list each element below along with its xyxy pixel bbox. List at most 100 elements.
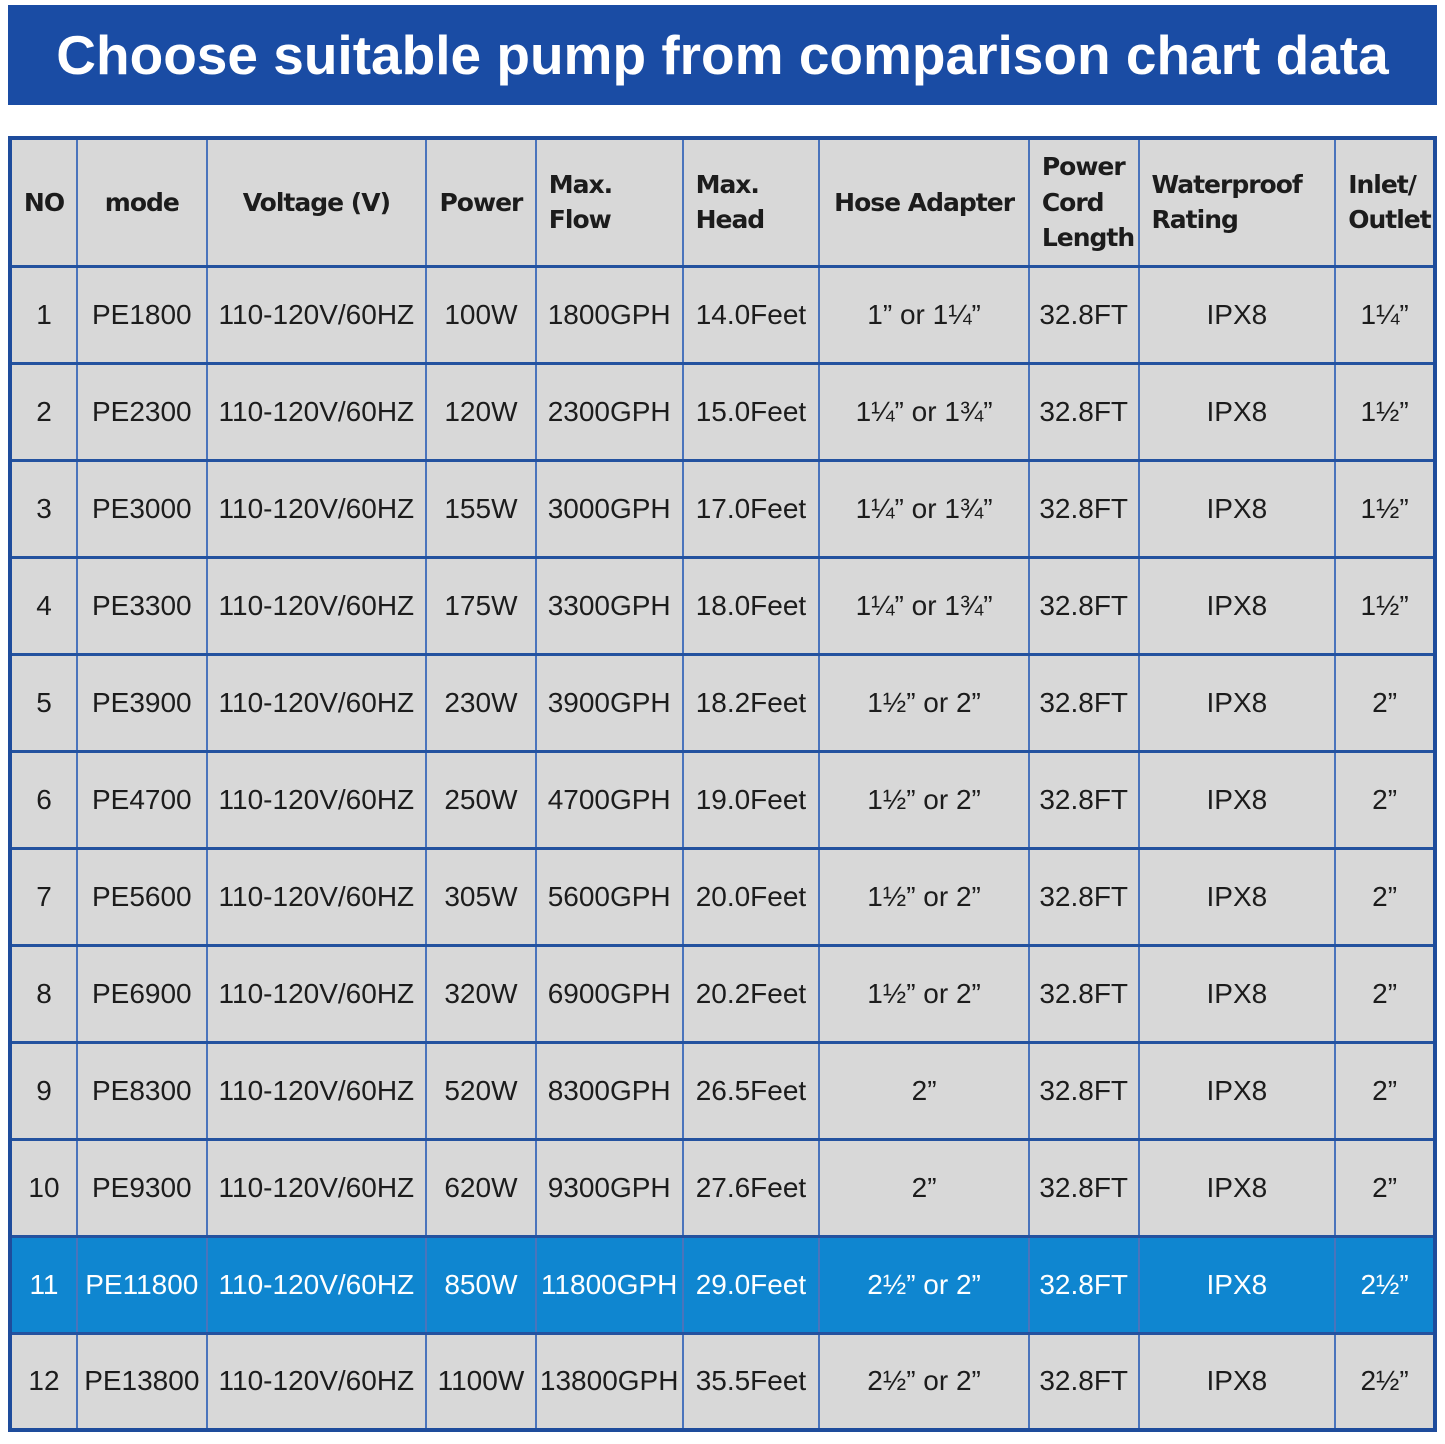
table-cell: PE1800	[75, 264, 208, 365]
table-cell: 110-120V/60HZ	[205, 1234, 428, 1335]
table-cell: IPX8	[1137, 264, 1337, 365]
table-cell: PE5600	[75, 846, 208, 947]
table-cell: 32.8FT	[1027, 846, 1140, 947]
table-cell: 1½”	[1334, 458, 1436, 559]
table-cell: 2”	[1334, 652, 1436, 753]
table-cell: 230W	[425, 652, 537, 753]
table-cell: 2300GPH	[534, 361, 684, 462]
column-header: Hose Adapter	[818, 136, 1030, 268]
table-cell: 11	[9, 1234, 78, 1335]
table-cell: PE11800	[75, 1234, 208, 1335]
table-cell: 1	[9, 264, 78, 365]
table-cell: 110-120V/60HZ	[205, 943, 428, 1044]
table-cell: 32.8FT	[1027, 1040, 1140, 1141]
table-cell: 5600GPH	[534, 846, 684, 947]
table-cell: 110-120V/60HZ	[205, 264, 428, 365]
table-cell: 175W	[425, 555, 537, 656]
table-cell: IPX8	[1137, 652, 1337, 753]
table-cell: 110-120V/60HZ	[205, 1137, 428, 1238]
table-cell: 9300GPH	[534, 1137, 684, 1238]
table-cell: 320W	[425, 943, 537, 1044]
table-row: 8 PE6900 110-120V/60HZ 320W 6900GPH 20.2Feet 1…	[9, 943, 1436, 1044]
table-cell: 27.6Feet	[681, 1137, 821, 1238]
table-cell: 850W	[425, 1234, 537, 1335]
table-cell: 35.5Feet	[681, 1331, 821, 1432]
table-cell: 32.8FT	[1027, 943, 1140, 1044]
table-cell: 2”	[1334, 943, 1436, 1044]
table-cell: 5	[9, 652, 78, 753]
table-row: 4 PE3300 110-120V/60HZ 175W 3300GPH 18.0Feet 1…	[9, 555, 1436, 656]
table-cell: 250W	[425, 749, 537, 850]
table-cell: 32.8FT	[1027, 749, 1140, 850]
table-cell: 155W	[425, 458, 537, 559]
table-cell: 2”	[1334, 749, 1436, 850]
column-header: Voltage (V)	[205, 136, 428, 268]
table-cell: PE9300	[75, 1137, 208, 1238]
table-cell: 18.0Feet	[681, 555, 821, 656]
table-cell: 9	[9, 1040, 78, 1141]
table-cell: 32.8FT	[1027, 264, 1140, 365]
table-cell: 2”	[818, 1040, 1030, 1141]
table-cell: IPX8	[1137, 1331, 1337, 1432]
table-cell: PE8300	[75, 1040, 208, 1141]
table-cell: 17.0Feet	[681, 458, 821, 559]
table-cell: 110-120V/60HZ	[205, 846, 428, 947]
table-cell: IPX8	[1137, 361, 1337, 462]
table-row: 1 PE1800 110-120V/60HZ 100W 1800GPH 14.0Feet 1…	[9, 264, 1436, 365]
table-cell: IPX8	[1137, 846, 1337, 947]
table-cell: 32.8FT	[1027, 652, 1140, 753]
table-cell: IPX8	[1137, 749, 1337, 850]
table-cell: 100W	[425, 264, 537, 365]
table-cell: 120W	[425, 361, 537, 462]
table-cell: 32.8FT	[1027, 555, 1140, 656]
page-title: Choose suitable pump from comparison cha…	[56, 24, 1389, 86]
table-cell: 1½” or 2”	[818, 846, 1030, 947]
table-cell: 110-120V/60HZ	[205, 1040, 428, 1141]
table-row: 12 PE13800 110-120V/60HZ 1100W 13800GPH 35.5F…	[9, 1331, 1436, 1432]
table-cell: 620W	[425, 1137, 537, 1238]
page-title-banner: Choose suitable pump from comparison cha…	[8, 5, 1437, 105]
table-row: 9 PE8300 110-120V/60HZ 520W 8300GPH 26.5Feet 2…	[9, 1040, 1436, 1141]
table-row: 11 PE11800 110-120V/60HZ 850W 11800GPH 29.0Fe…	[9, 1234, 1436, 1335]
table-cell: PE3000	[75, 458, 208, 559]
table-cell: 14.0Feet	[681, 264, 821, 365]
table-cell: 20.0Feet	[681, 846, 821, 947]
table-cell: 13800GPH	[534, 1331, 684, 1432]
table-cell: 2”	[818, 1137, 1030, 1238]
table-cell: PE6900	[75, 943, 208, 1044]
column-header: mode	[75, 136, 208, 268]
table-cell: PE3900	[75, 652, 208, 753]
table-cell: 18.2Feet	[681, 652, 821, 753]
table-cell: 4700GPH	[534, 749, 684, 850]
column-header: Waterproof Rating	[1137, 136, 1337, 268]
table-cell: IPX8	[1137, 458, 1337, 559]
table-cell: 1800GPH	[534, 264, 684, 365]
table-cell: 3300GPH	[534, 555, 684, 656]
table-cell: 1100W	[425, 1331, 537, 1432]
table-cell: 32.8FT	[1027, 1137, 1140, 1238]
column-header: Power Cord Length	[1027, 136, 1140, 268]
table-cell: 1¼” or 1¾”	[818, 361, 1030, 462]
table-cell: 32.8FT	[1027, 458, 1140, 559]
table-cell: 110-120V/60HZ	[205, 652, 428, 753]
table-cell: 110-120V/60HZ	[205, 361, 428, 462]
table-cell: 3900GPH	[534, 652, 684, 753]
table-cell: 110-120V/60HZ	[205, 458, 428, 559]
table-cell: 1½” or 2”	[818, 749, 1030, 850]
table-cell: 305W	[425, 846, 537, 947]
table-cell: 2”	[1334, 1040, 1436, 1141]
table-cell: 1¼” or 1¾”	[818, 555, 1030, 656]
table-cell: 11800GPH	[534, 1234, 684, 1335]
table-cell: 2”	[1334, 1137, 1436, 1238]
comparison-table: NO mode Voltage (V) Power Max. Flow Max. Head…	[8, 136, 1437, 1432]
table-cell: 1½”	[1334, 555, 1436, 656]
table-cell: 32.8FT	[1027, 361, 1140, 462]
table-cell: 110-120V/60HZ	[205, 555, 428, 656]
table-cell: 2½” or 2”	[818, 1331, 1030, 1432]
table-cell: 1¼”	[1334, 264, 1436, 365]
table-cell: IPX8	[1137, 555, 1337, 656]
table-cell: 10	[9, 1137, 78, 1238]
table-cell: 4	[9, 555, 78, 656]
table-cell: 2	[9, 361, 78, 462]
table-cell: IPX8	[1137, 1137, 1337, 1238]
